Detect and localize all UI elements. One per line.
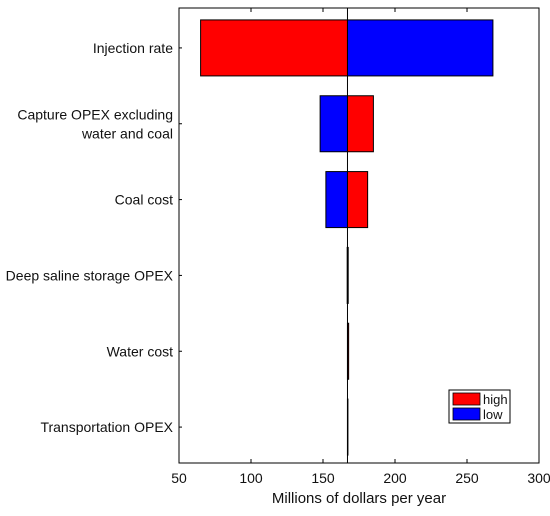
bar-high-2 — [347, 172, 367, 228]
bar-low-1 — [320, 96, 347, 152]
labels-layer: Injection rate Capture OPEX excluding wate… — [6, 40, 550, 507]
category-label: Transportation OPEX — [40, 419, 173, 435]
xtick-label: 200 — [383, 470, 407, 486]
category-label: Water cost — [107, 343, 173, 359]
legend-label-low: low — [483, 407, 503, 422]
bar-low-2 — [326, 172, 348, 228]
xtick-label: 300 — [527, 470, 550, 486]
category-label: Capture OPEX excluding — [17, 106, 173, 122]
xtick-label: 250 — [455, 470, 479, 486]
xtick-label: 150 — [311, 470, 335, 486]
bar-high-1 — [347, 96, 373, 152]
category-label: Deep saline storage OPEX — [6, 267, 174, 283]
category-label: Coal cost — [115, 192, 173, 208]
bar-low-0 — [347, 20, 492, 76]
category-label: water and coal — [81, 125, 173, 141]
legend-swatch-high — [453, 393, 480, 405]
xtick-label: 50 — [171, 470, 187, 486]
bar-high-0 — [201, 20, 348, 76]
legend-label-high: high — [483, 392, 508, 407]
legend-swatch-low — [453, 408, 480, 420]
x-axis-label: Millions of dollars per year — [272, 490, 446, 507]
category-label: Injection rate — [93, 40, 173, 56]
xtick-label: 100 — [239, 470, 263, 486]
